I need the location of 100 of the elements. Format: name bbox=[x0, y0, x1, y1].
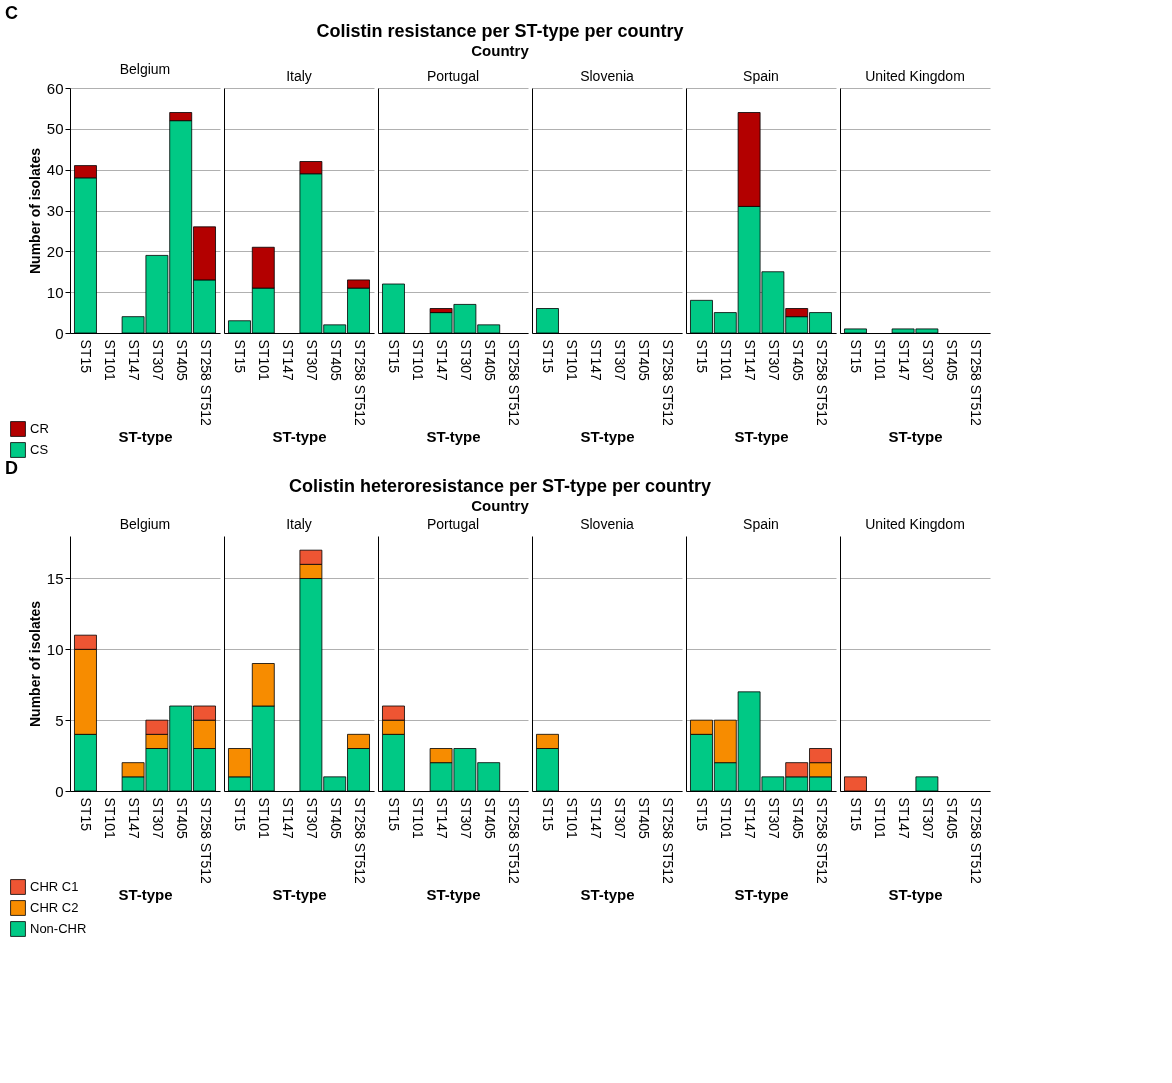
y-tick-label: 10 bbox=[46, 283, 64, 301]
x-tick-label: ST101 bbox=[718, 339, 735, 381]
x-tick-label: ST147 bbox=[280, 797, 297, 839]
x-tick-label: ST101 bbox=[564, 797, 581, 839]
x-tick-label: ST15 bbox=[386, 339, 403, 374]
y-tick-label: 30 bbox=[46, 202, 64, 219]
x-axis-title: ST-type bbox=[118, 885, 173, 903]
y-tick-label: 20 bbox=[46, 242, 64, 260]
x-tick-label: ST15 bbox=[540, 797, 557, 832]
x-axis-title: ST-type bbox=[272, 427, 327, 445]
x-tick-label: ST101 bbox=[718, 797, 735, 839]
x-axis-title: ST-type bbox=[272, 885, 327, 903]
x-tick-label: ST405 bbox=[173, 339, 190, 381]
x-tick-label: ST15 bbox=[78, 797, 95, 832]
chart-title: Belgium bbox=[119, 61, 171, 77]
x-tick-label: ST405 bbox=[481, 339, 498, 381]
x-tick-label: ST258 ST512 bbox=[505, 797, 522, 885]
x-tick-label: ST405 bbox=[943, 339, 960, 381]
x-tick-label: ST307 bbox=[303, 797, 320, 839]
x-tick-label: ST15 bbox=[694, 797, 711, 832]
x-tick-label: ST307 bbox=[765, 797, 782, 839]
x-tick-label: ST147 bbox=[896, 797, 913, 839]
x-tick-label: ST405 bbox=[789, 797, 806, 839]
x-tick-label: ST307 bbox=[303, 339, 320, 381]
y-tick-label: 15 bbox=[46, 570, 64, 587]
x-tick-label: ST258 ST512 bbox=[505, 339, 522, 427]
x-tick-label: ST101 bbox=[410, 339, 427, 381]
chart-title: Italy bbox=[286, 68, 312, 84]
chart-title: Italy bbox=[286, 516, 312, 532]
legend-label: CHR C1 bbox=[30, 879, 79, 894]
y-axis-title: Number of isolates bbox=[26, 600, 43, 728]
x-tick-label: ST15 bbox=[232, 797, 249, 832]
y-tick-label: 5 bbox=[55, 711, 64, 729]
x-tick-label: ST405 bbox=[789, 339, 806, 381]
x-tick-label: ST258 ST512 bbox=[351, 797, 368, 885]
x-tick-label: ST258 ST512 bbox=[659, 797, 676, 885]
x-tick-label: ST147 bbox=[588, 797, 605, 839]
x-axis-title: ST-type bbox=[888, 427, 943, 445]
chart-title: Portugal bbox=[426, 68, 480, 84]
chart-title: United Kingdom bbox=[865, 68, 965, 84]
x-tick-label: ST258 ST512 bbox=[967, 339, 984, 427]
x-tick-label: ST147 bbox=[126, 339, 143, 381]
x-tick-label: ST15 bbox=[78, 339, 95, 374]
chart-title: Spain bbox=[743, 516, 779, 532]
x-tick-label: ST147 bbox=[434, 339, 451, 381]
x-tick-label: ST147 bbox=[588, 339, 605, 381]
text: Country bbox=[471, 42, 530, 59]
x-tick-label: ST101 bbox=[256, 797, 273, 839]
x-tick-label: ST307 bbox=[457, 797, 474, 839]
y-tick-label: 50 bbox=[46, 120, 64, 138]
text: C bbox=[5, 3, 18, 23]
x-tick-label: ST101 bbox=[564, 339, 581, 381]
x-axis-title: ST-type bbox=[888, 885, 943, 903]
chart-title: Spain bbox=[743, 68, 779, 84]
x-tick-label: ST101 bbox=[102, 339, 119, 381]
y-axis-title: Number of isolates bbox=[26, 147, 43, 275]
x-tick-label: ST258 ST512 bbox=[659, 339, 676, 427]
x-tick-label: ST258 ST512 bbox=[813, 797, 830, 885]
legend-label: CHR C2 bbox=[30, 900, 79, 915]
x-tick-label: ST258 ST512 bbox=[351, 339, 368, 427]
x-tick-label: ST15 bbox=[232, 339, 249, 374]
x-tick-label: ST15 bbox=[540, 339, 557, 374]
x-tick-label: ST307 bbox=[149, 339, 166, 381]
y-tick-label: 0 bbox=[55, 782, 64, 800]
x-axis-title: ST-type bbox=[426, 427, 481, 445]
x-tick-label: ST258 ST512 bbox=[967, 797, 984, 885]
x-axis-title: ST-type bbox=[580, 885, 635, 903]
x-tick-label: ST258 ST512 bbox=[813, 339, 830, 427]
legend-label: CS bbox=[30, 442, 49, 457]
chart-title: Slovenia bbox=[580, 68, 635, 84]
x-tick-label: ST101 bbox=[410, 797, 427, 839]
x-tick-label: ST15 bbox=[848, 797, 865, 832]
x-tick-label: ST307 bbox=[611, 797, 628, 839]
x-tick-label: ST307 bbox=[457, 339, 474, 381]
x-tick-label: ST101 bbox=[102, 797, 119, 839]
y-tick-label: 10 bbox=[46, 640, 64, 658]
x-tick-label: ST307 bbox=[919, 339, 936, 381]
y-tick-label: 0 bbox=[55, 324, 64, 342]
x-tick-label: ST15 bbox=[694, 339, 711, 374]
x-tick-label: ST405 bbox=[635, 339, 652, 381]
text: Country bbox=[471, 497, 530, 514]
text: Colistin resistance per ST-type per country bbox=[316, 21, 684, 41]
x-tick-label: ST147 bbox=[126, 797, 143, 839]
x-tick-label: ST405 bbox=[635, 797, 652, 839]
text: Colistin heteroresistance per ST-type per country bbox=[288, 476, 712, 496]
x-tick-label: ST307 bbox=[765, 339, 782, 381]
text: D bbox=[5, 458, 18, 478]
x-tick-label: ST258 ST512 bbox=[197, 339, 214, 427]
x-axis-title: ST-type bbox=[580, 427, 635, 445]
x-tick-label: ST405 bbox=[173, 797, 190, 839]
chart-title: Portugal bbox=[426, 516, 480, 532]
legend-label: CR bbox=[30, 421, 49, 436]
x-tick-label: ST15 bbox=[386, 797, 403, 832]
y-tick-label: 40 bbox=[46, 161, 64, 179]
x-tick-label: ST405 bbox=[327, 339, 344, 381]
chart-title: Slovenia bbox=[580, 516, 635, 532]
y-tick-label: 60 bbox=[46, 79, 64, 97]
x-tick-label: ST307 bbox=[919, 797, 936, 839]
x-tick-label: ST307 bbox=[149, 797, 166, 839]
x-tick-label: ST258 ST512 bbox=[197, 797, 214, 885]
